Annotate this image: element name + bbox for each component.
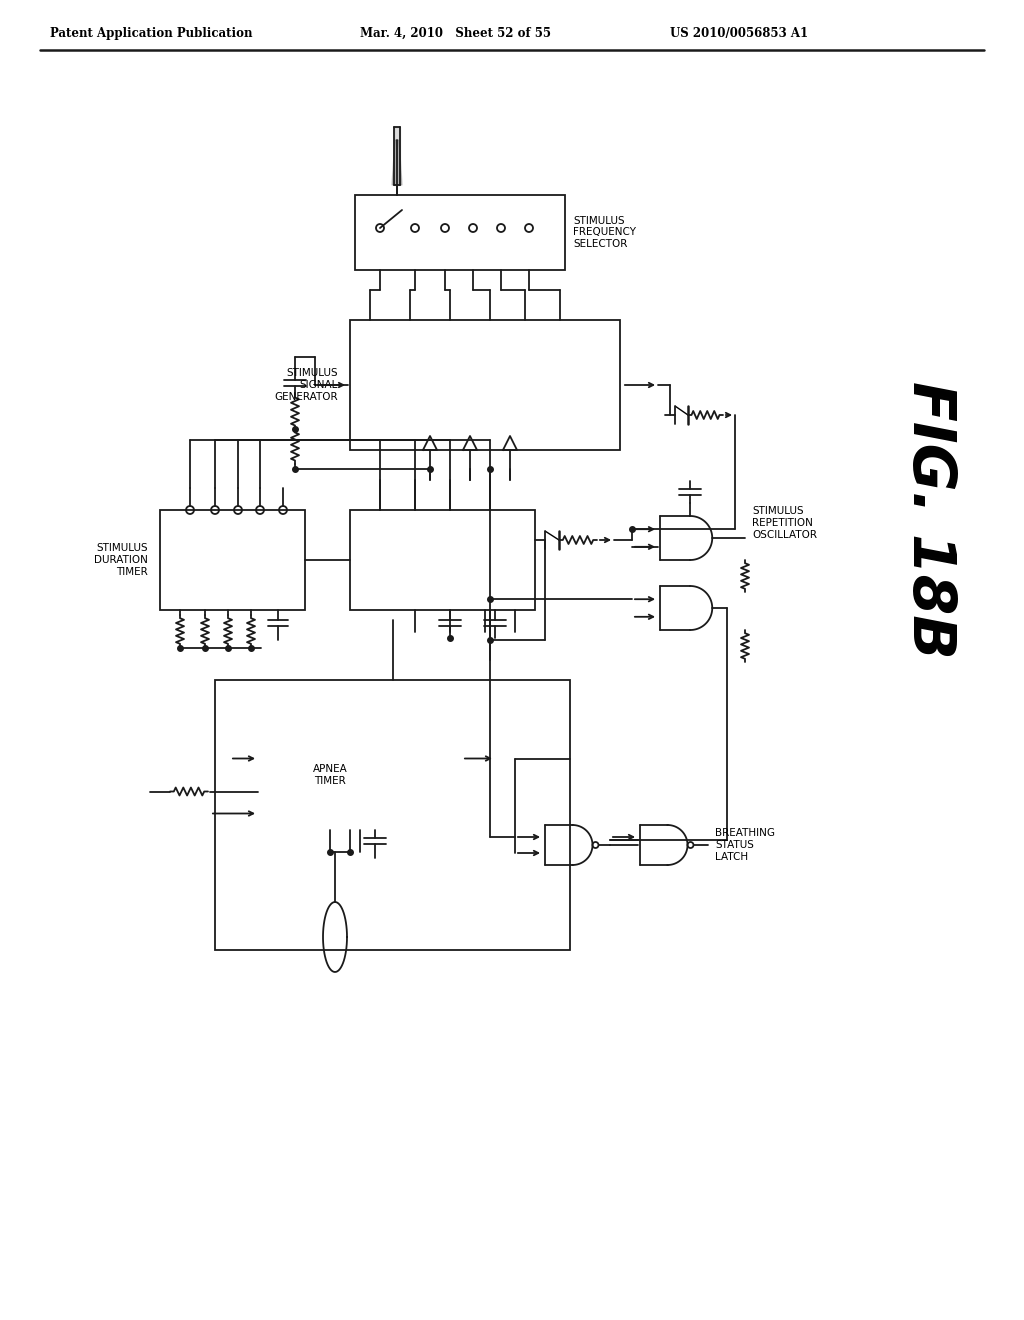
Text: STIMULUS
DURATION
TIMER: STIMULUS DURATION TIMER: [94, 544, 148, 577]
Text: BREATHING
STATUS
LATCH: BREATHING STATUS LATCH: [716, 829, 775, 862]
Text: STIMULUS
SIGNAL
GENERATOR: STIMULUS SIGNAL GENERATOR: [274, 368, 338, 401]
Text: Mar. 4, 2010   Sheet 52 of 55: Mar. 4, 2010 Sheet 52 of 55: [360, 26, 551, 40]
Text: STIMULUS
REPETITION
OSCILLATOR: STIMULUS REPETITION OSCILLATOR: [752, 507, 817, 540]
Bar: [160, 510, 305, 610]
Text: FIG. 18B: FIG. 18B: [901, 381, 958, 659]
Text: Patent Application Publication: Patent Application Publication: [50, 26, 253, 40]
Polygon shape: [392, 140, 402, 185]
Polygon shape: [675, 407, 688, 414]
Bar: [350, 510, 535, 610]
Bar: [260, 719, 460, 830]
Bar: [215, 680, 570, 950]
Bar: [350, 319, 620, 450]
Text: STIMULUS
FREQUENCY
SELECTOR: STIMULUS FREQUENCY SELECTOR: [573, 216, 636, 249]
Polygon shape: [394, 127, 400, 185]
Text: US 2010/0056853 A1: US 2010/0056853 A1: [670, 26, 808, 40]
Text: APNEA
TIMER: APNEA TIMER: [312, 764, 347, 785]
Polygon shape: [545, 531, 559, 540]
Bar: [355, 195, 565, 271]
